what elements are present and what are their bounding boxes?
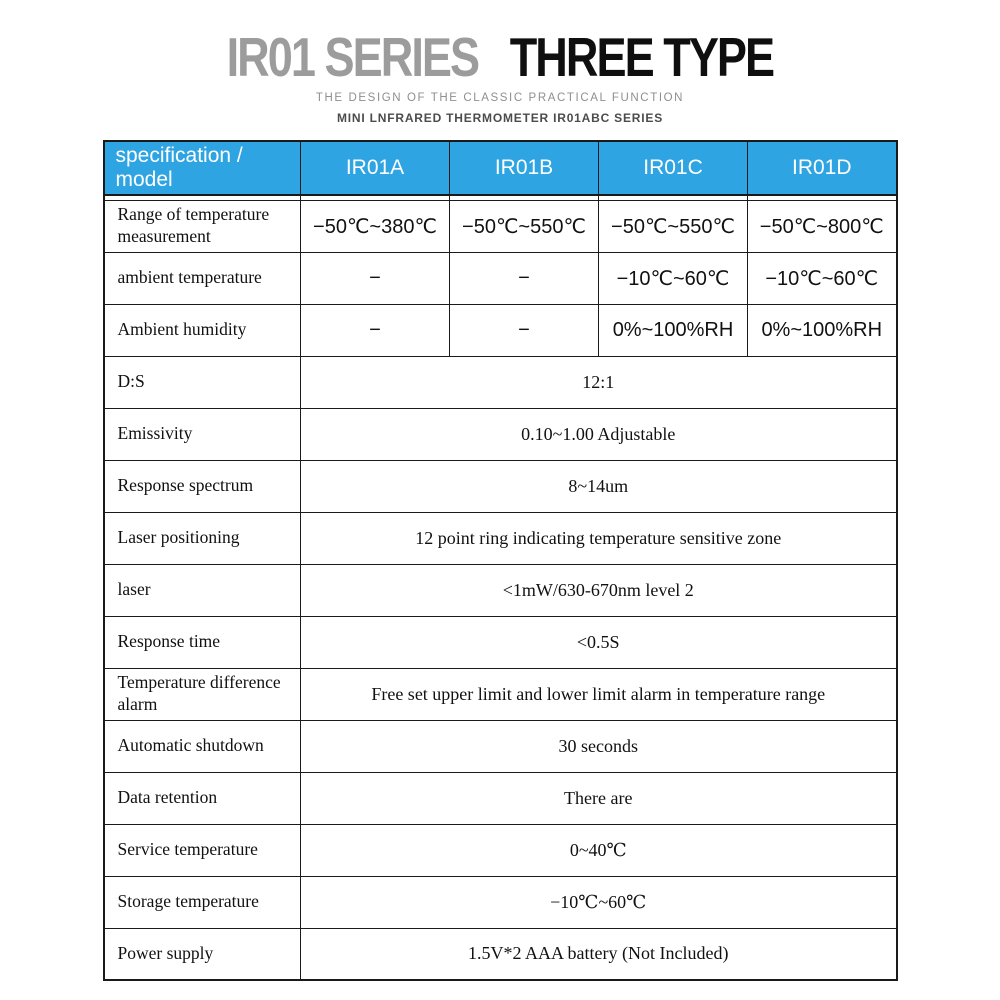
row-label-data-retention: Data retention [103,771,301,825]
cell-ir01b-humidity: − [449,303,599,357]
cell-data-retention: There are [300,771,897,825]
cell-response-spectrum: 8~14um [300,459,897,513]
page-title-type: THREE TYPE [509,26,775,88]
row-label-laser: laser [103,563,301,617]
table-row: Response time <0.5S [103,615,897,669]
table-row: ambient temperature − − −10℃~60℃ −10℃~60… [103,251,897,305]
cell-ir01c-humidity: 0%~100%RH [598,303,748,357]
column-header-specification: specification / model [103,140,301,196]
table-row: Laser positioning 12 point ring indicati… [103,511,897,565]
cell-laser-positioning: 12 point ring indicating temperature sen… [300,511,897,565]
page-subtitle-design: THE DESIGN OF THE CLASSIC PRACTICAL FUNC… [315,92,685,104]
table-row: laser <1mW/630-670nm level 2 [103,563,897,617]
row-label-power-supply: Power supply [103,927,301,981]
cell-emissivity: 0.10~1.00 Adjustable [300,407,897,461]
table-row: Power supply 1.5V*2 AAA battery (Not Inc… [103,927,897,981]
table-row: Ambient humidity − − 0%~100%RH 0%~100%RH [103,303,897,357]
column-header-ir01a: IR01A [300,140,450,196]
cell-ir01a-humidity: − [300,303,450,357]
cell-ds-ratio: 12:1 [300,355,897,409]
header-spacer-row [103,195,897,201]
cell-storage-temperature: −10℃~60℃ [300,875,897,929]
row-label-service-temperature: Service temperature [103,823,301,877]
cell-ir01b-temp-range: −50℃~550℃ [449,199,599,253]
column-header-ir01d: IR01D [747,140,897,196]
table-row: Emissivity 0.10~1.00 Adjustable [103,407,897,461]
cell-ir01c-ambient-temp: −10℃~60℃ [598,251,748,305]
table-row: Range of temperature measurement −50℃~38… [103,199,897,253]
specification-table: specification / model IR01A IR01B IR01C … [102,140,898,981]
row-label-response-time: Response time [103,615,301,669]
table-row: Automatic shutdown 30 seconds [103,719,897,773]
cell-ir01d-ambient-temp: −10℃~60℃ [747,251,897,305]
cell-ir01d-humidity: 0%~100%RH [747,303,897,357]
row-label-emissivity: Emissivity [103,407,301,461]
row-label-temperature-difference-alarm: Temperature difference alarm [103,667,301,721]
cell-laser: <1mW/630-670nm level 2 [300,563,897,617]
table-row: Response spectrum 8~14um [103,459,897,513]
table-row: Storage temperature −10℃~60℃ [103,875,897,929]
row-label-response-spectrum: Response spectrum [103,459,301,513]
page-subtitle-product: MINI LNFRARED THERMOMETER IR01ABC SERIES [336,111,664,125]
row-label-laser-positioning: Laser positioning [103,511,301,565]
cell-temperature-difference-alarm: Free set upper limit and lower limit ala… [300,667,897,721]
cell-ir01a-ambient-temp: − [300,251,450,305]
table-row: Service temperature 0~40℃ [103,823,897,877]
row-label-storage-temperature: Storage temperature [103,875,301,929]
row-label-ds-ratio: D:S [103,355,301,409]
title-block: IR01 SERIES THREE TYPE THE DESIGN OF THE … [0,0,1000,125]
page-title: IR01 SERIES THREE TYPE [0,30,1000,84]
row-label-ambient-temperature: ambient temperature [103,251,301,305]
column-header-ir01c: IR01C [598,140,748,196]
cell-ir01c-temp-range: −50℃~550℃ [598,199,748,253]
cell-power-supply: 1.5V*2 AAA battery (Not Included) [300,927,897,981]
cell-automatic-shutdown: 30 seconds [300,719,897,773]
cell-ir01a-temp-range: −50℃~380℃ [300,199,450,253]
cell-response-time: <0.5S [300,615,897,669]
row-label-automatic-shutdown: Automatic shutdown [103,719,301,773]
page-title-series: IR01 SERIES [226,26,481,88]
row-label-ambient-humidity: Ambient humidity [103,303,301,357]
cell-service-temperature: 0~40℃ [300,823,897,877]
table-row: D:S 12:1 [103,355,897,409]
table-header-row: specification / model IR01A IR01B IR01C … [103,140,897,196]
table-row: Temperature difference alarm Free set up… [103,667,897,721]
column-header-ir01b: IR01B [449,140,599,196]
table-row: Data retention There are [103,771,897,825]
cell-ir01b-ambient-temp: − [449,251,599,305]
row-label-temperature-range: Range of temperature measurement [103,199,301,253]
cell-ir01d-temp-range: −50℃~800℃ [747,199,897,253]
